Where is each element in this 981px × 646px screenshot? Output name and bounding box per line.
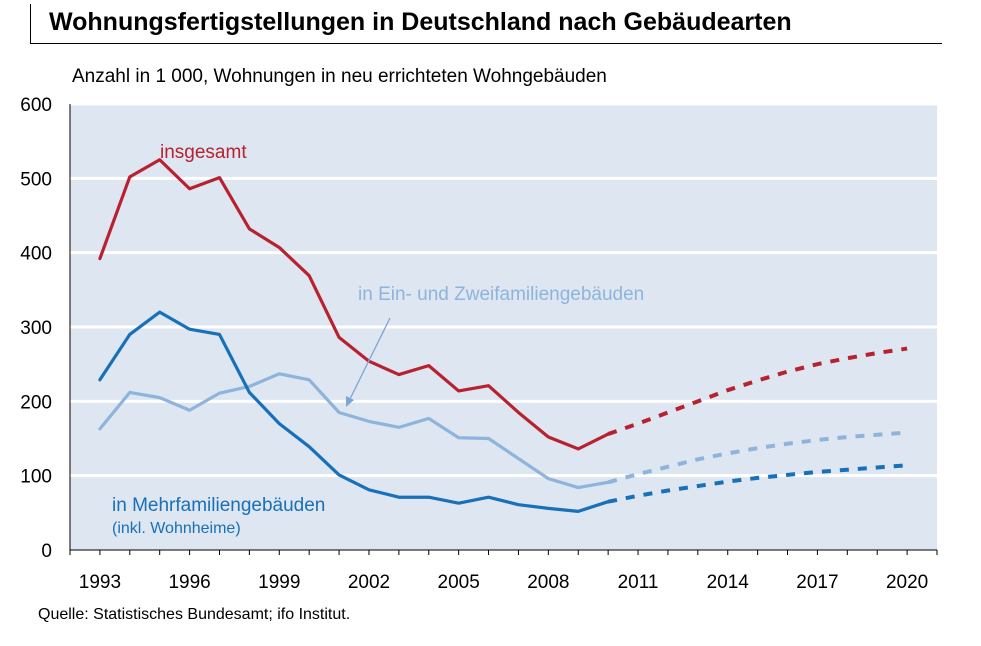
y-tick-label: 0 [41, 541, 52, 562]
y-axis-ticks: 0 100 200 300 400 500 600 [20, 95, 52, 562]
series-line-mehrfamilien [98, 310, 610, 513]
y-tick-label: 600 [20, 95, 52, 116]
series-label-mehrfamilien: in Mehrfamiliengebäuden [112, 495, 325, 516]
axes [69, 104, 937, 551]
x-tick-label: 2005 [438, 572, 480, 593]
x-tick-label: 2017 [796, 572, 838, 593]
y-tick-label: 400 [20, 244, 52, 265]
title-bar: Wohnungsfertigstellungen in Deutschland … [30, 4, 942, 44]
x-tick-label: 1993 [79, 572, 121, 593]
series-label-insgesamt: insgesamt [160, 142, 247, 163]
x-tick-label: 2011 [618, 572, 659, 593]
y-tick-label: 500 [20, 169, 52, 190]
series-line-insgesamt [98, 158, 610, 451]
forecast-line-mehrfamilien [607, 463, 908, 504]
series-labels: insgesamt in Ein- und Zweifamiliengebäud… [112, 142, 644, 537]
series-sublabel-mehrfamilien: (inkl. Wohnheime) [112, 520, 241, 537]
series-label-ein-zweifamilien: in Ein- und Zweifamiliengebäuden [358, 284, 644, 305]
source-note: Quelle: Statistisches Bundesamt; ifo Ins… [38, 606, 351, 623]
y-tick-label: 300 [20, 318, 52, 339]
arrow-line [349, 317, 391, 400]
y-tick-label: 200 [20, 392, 52, 413]
x-axis-ticks: 1993 1996 1999 2002 2005 2008 2011 2014 2017 2020 [69, 550, 938, 593]
forecast-line-ein-zweifamilien [607, 430, 908, 485]
chart-subtitle: Anzahl in 1 000, Wohnungen in neu errich… [72, 66, 607, 87]
y-tick-label: 100 [20, 467, 52, 488]
x-tick-label: 2014 [707, 572, 750, 593]
series-line-ein-zweifamilien [98, 372, 610, 490]
x-tick-label: 2008 [527, 572, 569, 593]
annotation-arrow [346, 317, 391, 407]
x-tick-label: 2020 [886, 572, 928, 593]
chart-title: Wohnungsfertigstellungen in Deutschland … [49, 8, 792, 36]
x-tick-label: 1999 [258, 572, 300, 593]
series-lines [98, 158, 908, 513]
x-tick-label: 1996 [168, 572, 210, 593]
arrow-head [346, 396, 354, 407]
x-tick-label: 2002 [348, 572, 390, 593]
